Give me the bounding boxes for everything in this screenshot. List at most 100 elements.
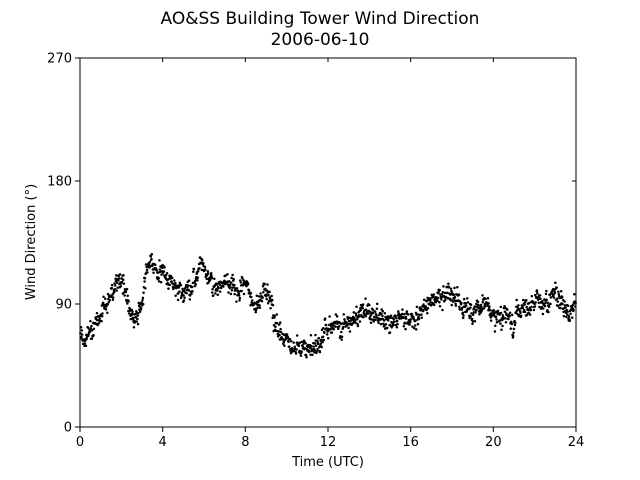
data-point	[367, 312, 370, 315]
data-point	[499, 322, 502, 325]
data-point	[142, 291, 145, 294]
data-point	[143, 280, 146, 283]
data-point	[250, 295, 253, 299]
data-point	[371, 308, 375, 312]
data-point	[453, 286, 456, 290]
data-point	[486, 296, 490, 300]
data-point	[557, 293, 561, 296]
data-point	[546, 308, 549, 312]
data-point	[373, 310, 377, 313]
data-point	[154, 263, 157, 267]
data-point	[458, 305, 461, 309]
data-point	[260, 299, 264, 303]
data-point	[371, 311, 374, 315]
data-point	[382, 319, 386, 322]
data-point	[441, 308, 444, 312]
data-point	[397, 311, 400, 315]
data-point	[392, 320, 396, 323]
data-point	[157, 277, 161, 280]
data-point	[182, 299, 186, 302]
data-point	[124, 290, 128, 293]
data-point	[190, 292, 193, 296]
data-point	[383, 311, 387, 315]
data-point	[481, 294, 484, 297]
data-point	[375, 307, 379, 311]
data-point	[368, 303, 371, 307]
data-point	[332, 327, 335, 331]
data-point	[355, 305, 358, 308]
data-point	[312, 345, 315, 348]
data-point	[159, 280, 163, 284]
data-point	[347, 326, 350, 330]
data-point	[286, 335, 290, 339]
data-point	[275, 321, 279, 325]
data-point	[513, 323, 517, 327]
data-point	[114, 284, 117, 287]
x-tick-label: 16	[402, 435, 419, 450]
data-point	[432, 293, 436, 296]
data-point	[538, 294, 542, 297]
data-point	[269, 307, 272, 310]
data-point	[84, 344, 88, 347]
data-point	[381, 314, 384, 318]
data-point	[426, 311, 429, 315]
data-point	[275, 313, 279, 316]
data-point	[183, 289, 186, 292]
data-point	[556, 304, 560, 308]
data-point	[80, 329, 84, 332]
data-point	[545, 289, 548, 293]
data-point	[233, 283, 236, 287]
data-point	[239, 281, 243, 284]
data-point	[92, 333, 95, 337]
data-point	[454, 302, 457, 305]
data-point	[426, 307, 430, 310]
data-point	[495, 318, 498, 321]
data-point	[295, 334, 299, 337]
data-point	[375, 302, 379, 306]
data-point	[487, 307, 491, 310]
data-point	[270, 294, 273, 298]
data-point	[566, 310, 569, 313]
data-point	[422, 298, 426, 301]
data-point	[514, 321, 517, 325]
data-point	[187, 279, 191, 282]
data-point	[425, 308, 428, 312]
data-point	[546, 301, 549, 305]
data-point	[323, 331, 326, 335]
data-point	[204, 268, 207, 271]
data-point	[285, 333, 289, 336]
data-point	[145, 268, 149, 272]
data-point	[141, 302, 145, 306]
data-point	[279, 330, 283, 334]
data-point	[322, 327, 325, 330]
data-point	[134, 316, 138, 319]
data-point	[183, 287, 187, 290]
data-point	[402, 324, 406, 328]
data-point	[494, 324, 497, 328]
data-point	[380, 312, 383, 315]
data-point	[228, 286, 232, 290]
data-point	[474, 305, 477, 308]
data-point	[414, 328, 418, 331]
data-point	[418, 313, 421, 317]
data-point	[205, 277, 208, 281]
data-point	[369, 321, 373, 324]
data-point	[174, 281, 177, 285]
data-point	[474, 311, 477, 314]
data-point	[396, 322, 399, 326]
data-point	[251, 299, 254, 302]
data-point	[127, 312, 131, 315]
data-point	[348, 330, 352, 333]
data-point	[547, 305, 551, 309]
data-point	[106, 311, 109, 315]
data-point	[509, 327, 513, 330]
data-point	[559, 290, 563, 293]
data-point	[328, 323, 332, 327]
data-point	[473, 320, 477, 323]
data-point	[454, 304, 458, 307]
data-point	[352, 311, 356, 314]
data-point	[158, 268, 162, 271]
data-point	[401, 308, 404, 311]
data-point	[451, 300, 455, 303]
data-point	[342, 325, 345, 329]
